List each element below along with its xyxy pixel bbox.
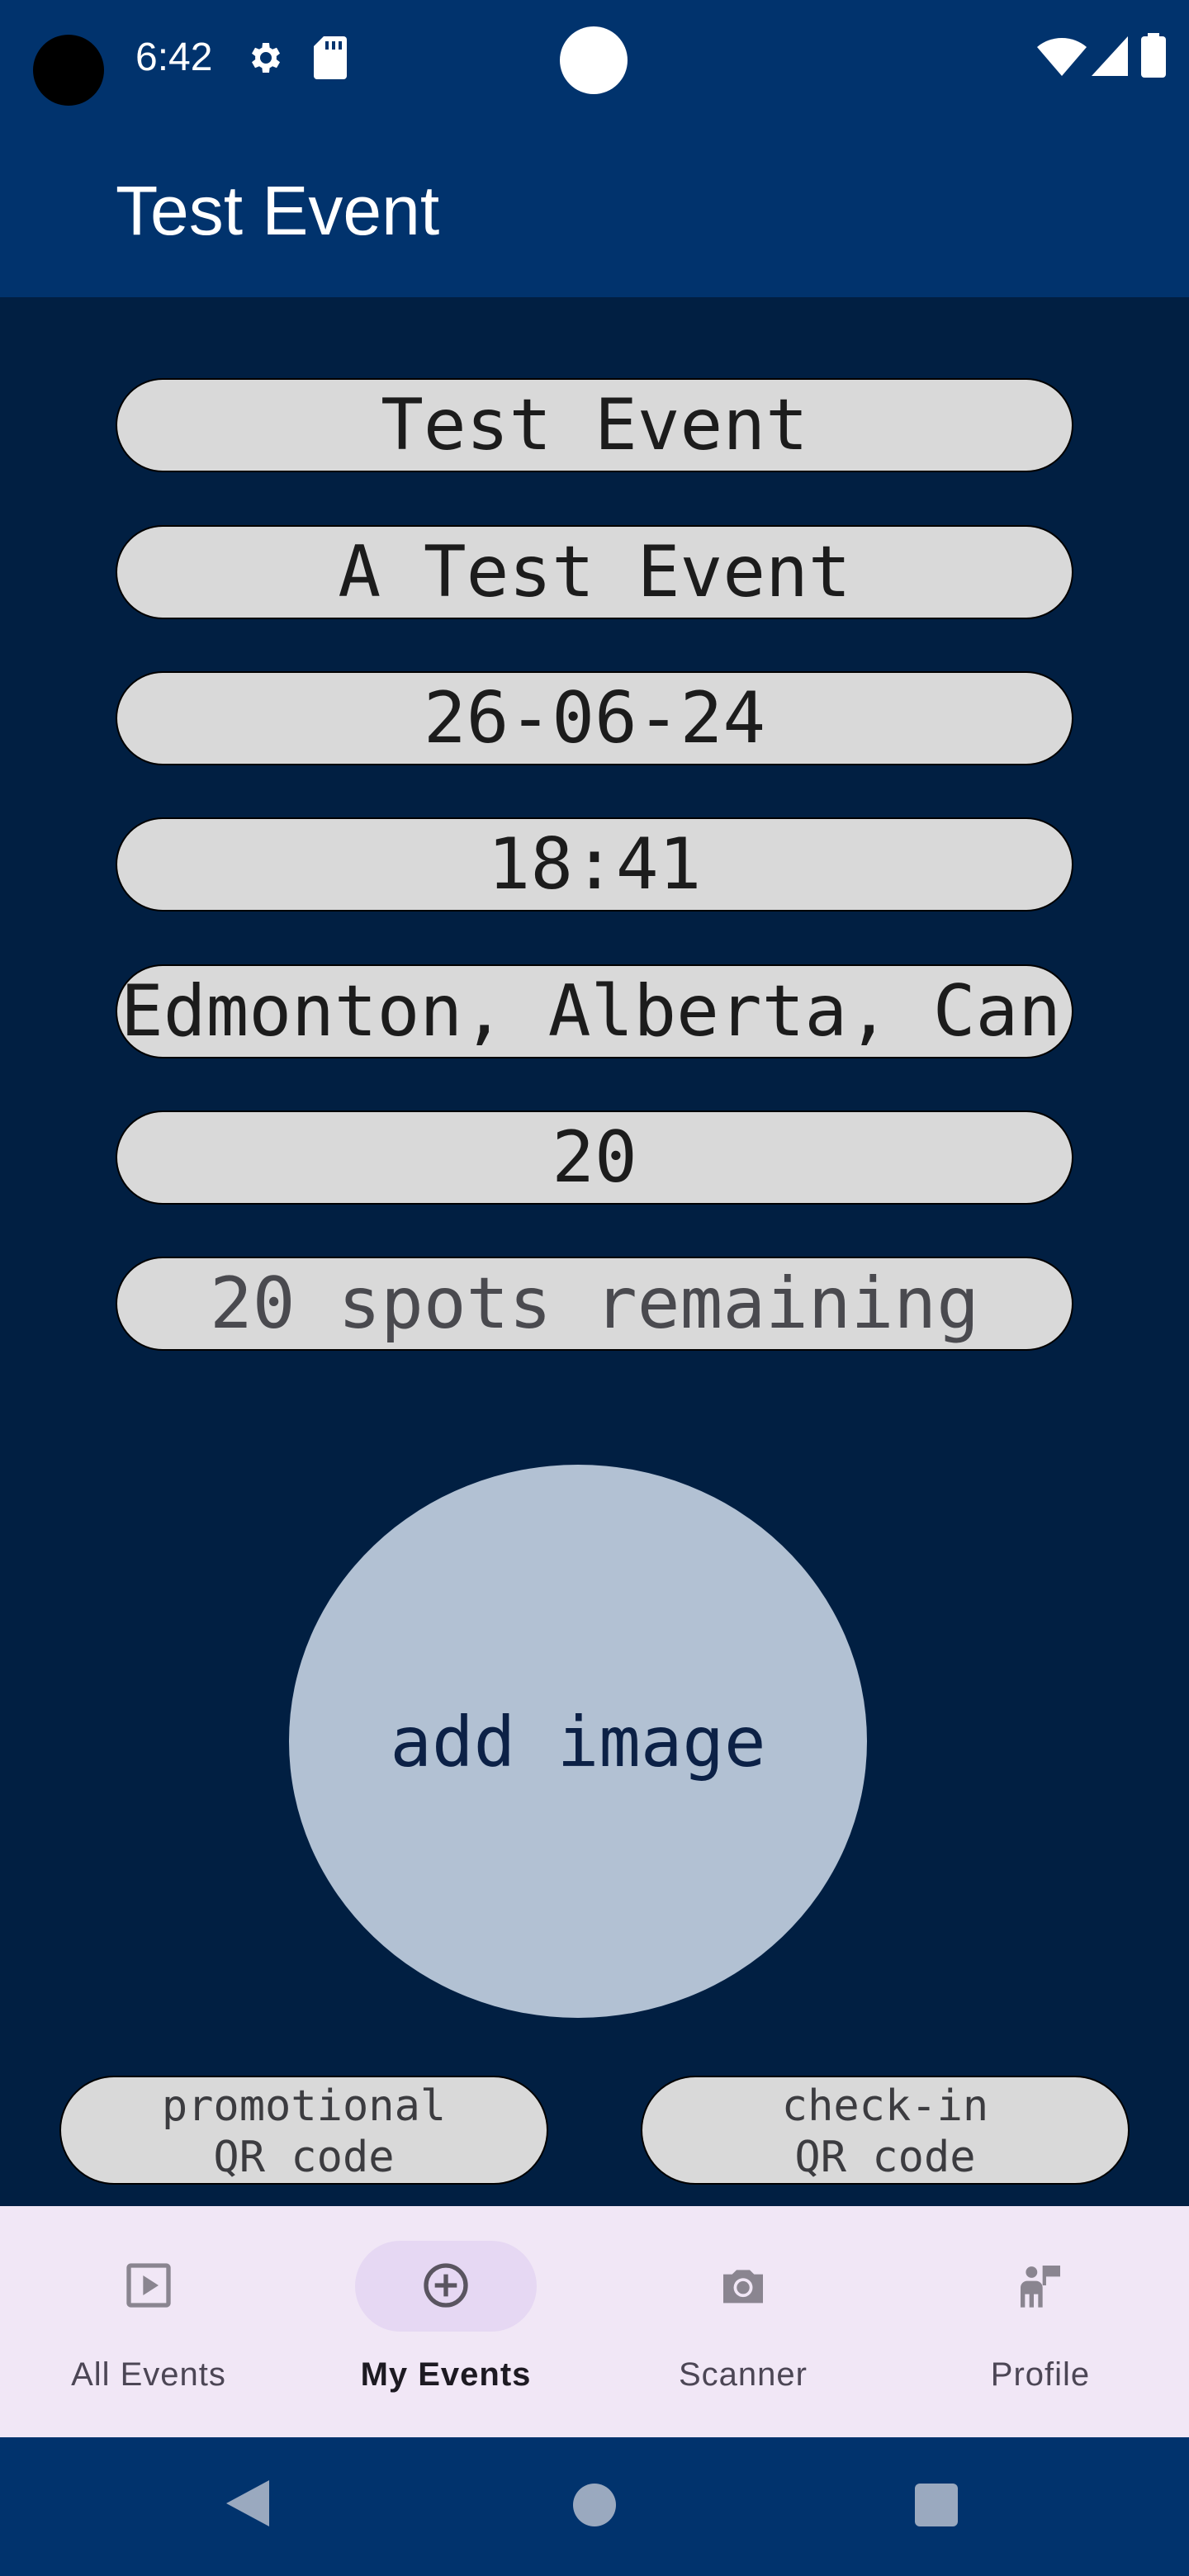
nav-label-my-events: My Events [360,2356,532,2393]
front-camera [33,35,104,106]
status-time: 6:42 [135,36,213,79]
bottom-navigation: All Events My Events Scanner Profile [0,2206,1189,2437]
play-box-icon [126,2263,171,2308]
wifi-icon [1037,38,1087,76]
event-capacity-field[interactable]: 20 [116,1110,1073,1205]
promotional-qr-button[interactable]: promotional QR code [59,2076,548,2185]
nav-label-scanner: Scanner [679,2356,808,2393]
signal-icon [1092,36,1128,76]
nav-item-all-events[interactable]: All Events [0,2206,297,2437]
nav-label-profile: Profile [990,2356,1091,2393]
nav-item-my-events[interactable]: My Events [297,2206,594,2437]
nav-label-all-events: All Events [71,2356,226,2393]
camera-icon [723,2270,763,2304]
sd-card-icon [314,36,347,79]
app-bar: Test Event [0,120,1189,297]
event-location-field[interactable]: Edmonton, Alberta, Can [116,964,1073,1058]
event-description-field[interactable]: A Test Event [116,525,1073,619]
checkin-qr-label-line2: QR code [794,2133,976,2182]
status-bar: 6:42 [0,0,1189,120]
checkin-qr-label-line1: check-in [781,2081,989,2131]
add-circle-icon [424,2263,468,2308]
promotional-qr-label-line1: promotional [161,2081,447,2131]
spots-remaining-field[interactable]: 20 spots remaining [116,1257,1073,1351]
gear-icon [252,43,280,73]
promotional-qr-label-line2: QR code [213,2133,395,2182]
event-name-field[interactable]: Test Event [116,378,1073,472]
nav-item-profile[interactable]: Profile [892,2206,1189,2437]
home-icon[interactable] [573,2484,616,2526]
battery-icon [1141,33,1166,78]
back-icon[interactable] [223,2477,272,2530]
checkin-qr-button[interactable]: check-in QR code [641,2076,1130,2185]
page-title: Test Event [116,172,440,249]
camera-cutout [560,26,628,94]
recents-icon[interactable] [915,2484,958,2526]
event-time-field[interactable]: 18:41 [116,817,1073,912]
add-image-button[interactable]: add image [289,1465,867,2018]
profile-flag-icon [1021,2266,1060,2308]
event-date-field[interactable]: 26-06-24 [116,671,1073,765]
system-navigation-bar [0,2437,1189,2576]
nav-item-scanner[interactable]: Scanner [594,2206,892,2437]
